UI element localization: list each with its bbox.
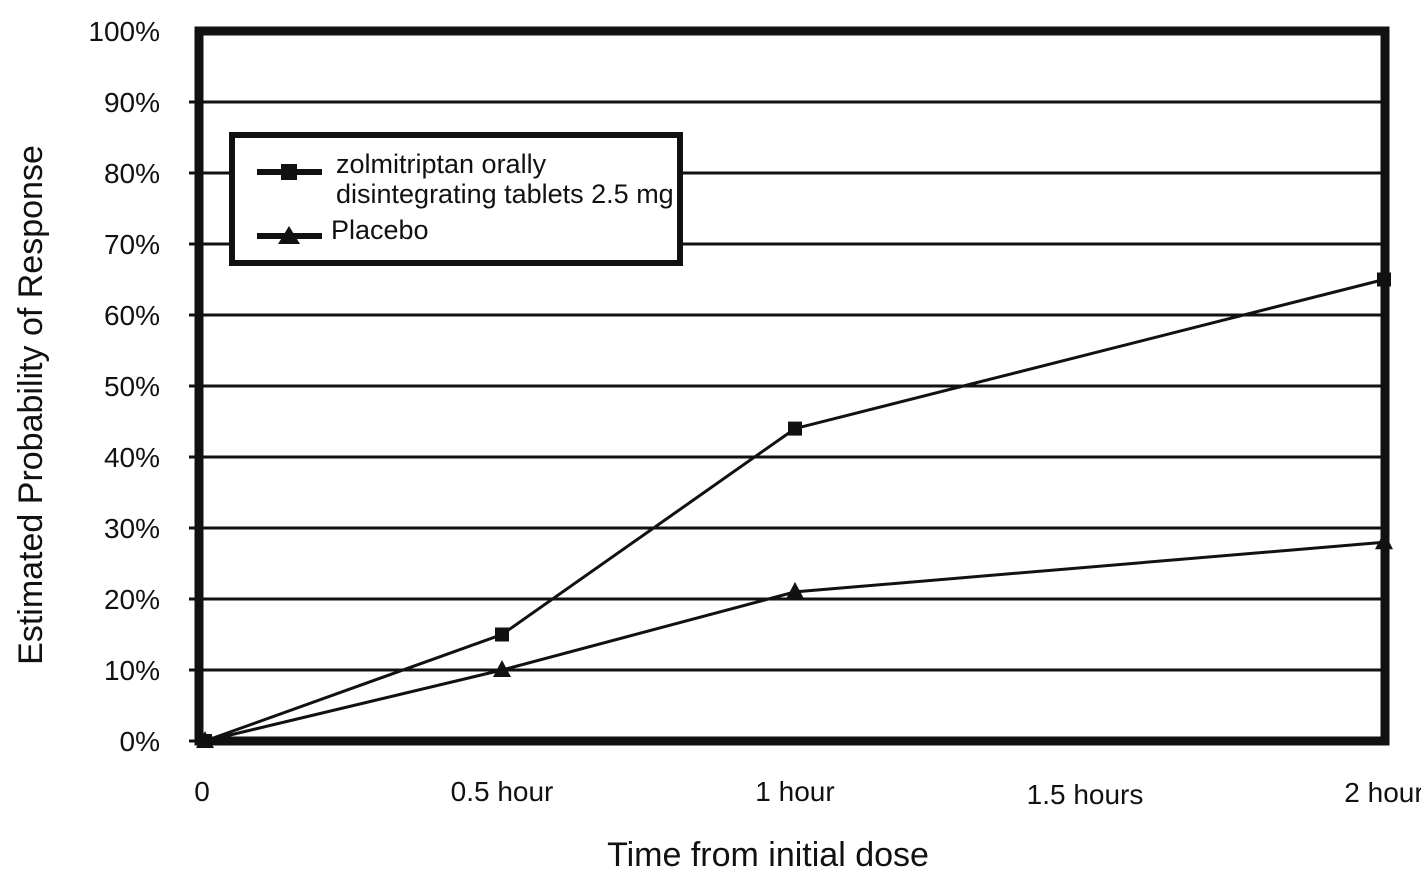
y-tick-label: 90% — [104, 87, 160, 118]
y-tick-label: 20% — [104, 584, 160, 615]
data-point-square — [495, 627, 509, 642]
y-tick-label: 80% — [104, 158, 160, 189]
x-axis-title: Time from initial dose — [607, 836, 929, 869]
series-line — [204, 540, 1385, 743]
legend: zolmitriptan orally disintegrating table… — [229, 132, 683, 266]
legend-marker-triangle — [278, 226, 300, 244]
x-tick-label: 0.5 hour — [451, 776, 554, 807]
series-lines — [196, 272, 1393, 748]
y-tick-label: 60% — [104, 300, 160, 331]
x-tick-label: 1 hour — [755, 776, 834, 807]
y-tick-label: 70% — [104, 229, 160, 260]
legend-marker-square — [281, 164, 297, 180]
legend-box — [229, 132, 683, 266]
y-tick-label: 0% — [120, 726, 160, 757]
y-tick-labels: 0% 10% 20% 30% 40% 50% 60% 70% 80% 90% 100% — [88, 16, 160, 757]
x-tick-label: 2 hour — [1344, 777, 1421, 808]
x-tick-label: 1.5 hours — [1027, 779, 1144, 810]
y-tick-label: 40% — [104, 442, 160, 473]
x-tick-labels: 0 0.5 hour 1 hour 1.5 hours 2 hour — [194, 776, 1421, 810]
y-tick-label: 30% — [104, 513, 160, 544]
legend-label-zolmitriptan-line1: zolmitriptan orally — [336, 149, 547, 179]
gridlines — [189, 100, 1385, 743]
data-point-triangle — [786, 581, 804, 599]
y-tick-label: 10% — [104, 655, 160, 686]
y-tick-label: 100% — [88, 16, 160, 47]
plot-frame — [194, 26, 1390, 746]
legend-label-placebo: Placebo — [331, 215, 429, 245]
data-point-triangle — [493, 660, 511, 677]
data-point-square — [788, 421, 802, 436]
y-axis-title: Estimated Probability of Response — [12, 145, 50, 665]
series-line — [204, 278, 1385, 743]
y-tick-label: 50% — [104, 371, 160, 402]
x-tick-label: 0 — [194, 776, 210, 807]
legend-label-zolmitriptan-line2: disintegrating tablets 2.5 mg — [336, 179, 674, 209]
